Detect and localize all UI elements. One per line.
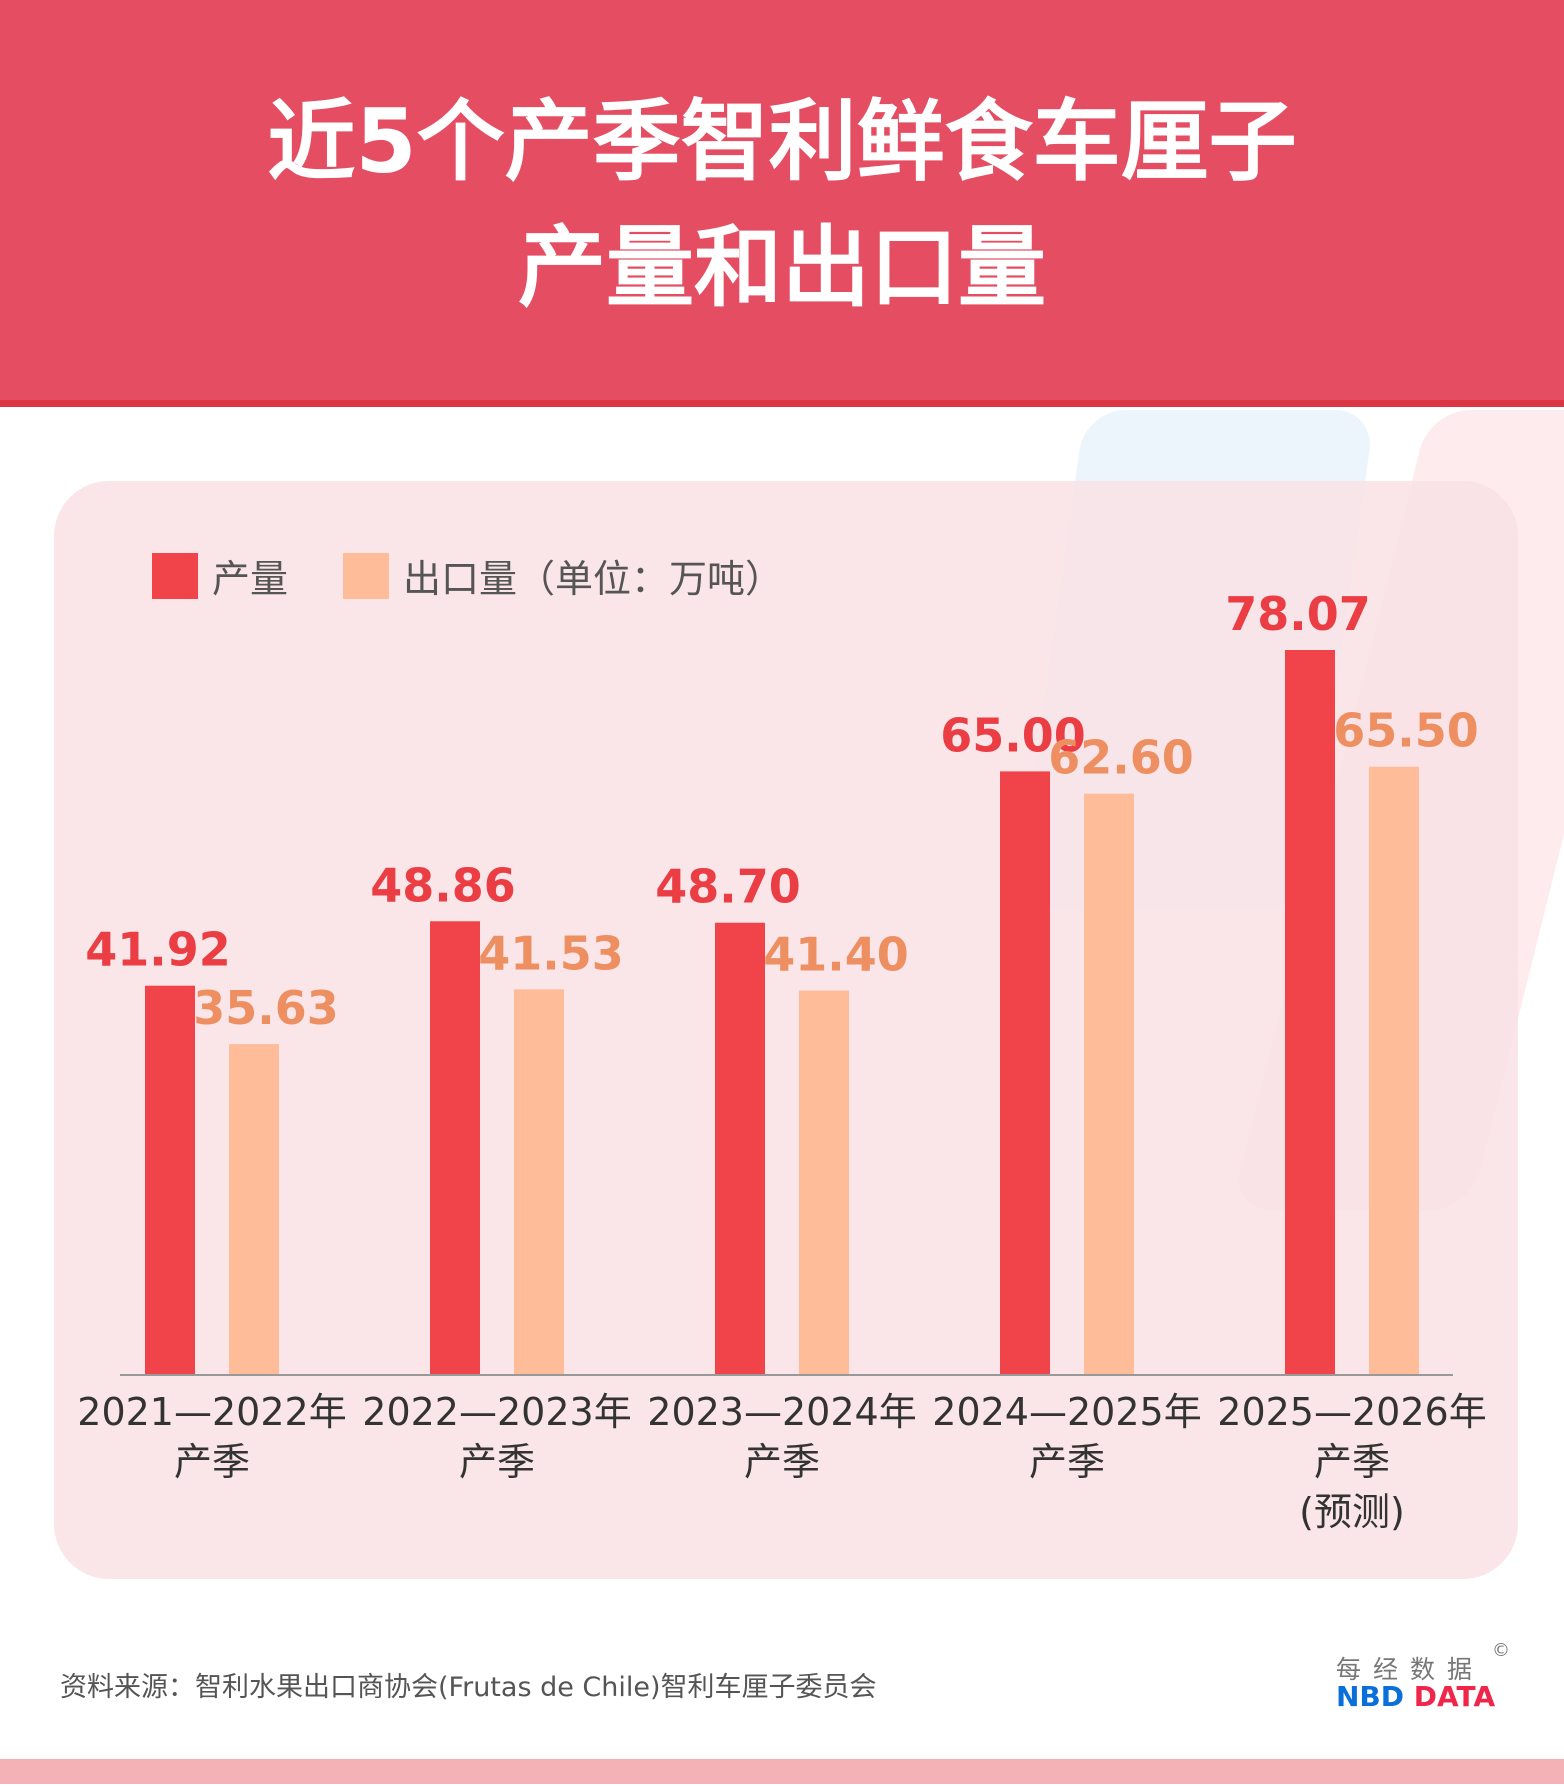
production-value-label: 65.00 (940, 708, 1086, 762)
x-tick-label: 2024—2025年 (932, 1390, 1201, 1434)
logo-copyright: © (1492, 1640, 1510, 1661)
export-bar (1369, 766, 1419, 1375)
legend-swatch-export (343, 552, 389, 599)
export-value-label: 65.50 (1333, 704, 1479, 758)
export-bar (229, 1044, 279, 1375)
logo-cn: 每经数据 (1336, 1655, 1485, 1684)
title-line-1: 近5个产季智利鲜食车厘子 (267, 90, 1297, 193)
chart-panel (54, 481, 1518, 1579)
title-line-2: 产量和出口量 (517, 216, 1046, 319)
x-tick-label: 产季 (1029, 1440, 1105, 1484)
legend-production: 产量 (152, 548, 288, 603)
production-bar (430, 921, 480, 1375)
x-tick-label: 产季 (744, 1440, 820, 1484)
x-tick-label: 产季 (459, 1440, 535, 1484)
x-tick-label: 2025—2026年 (1217, 1390, 1486, 1434)
logo-data: DATA (1413, 1680, 1496, 1713)
export-bar (514, 989, 564, 1375)
x-tick-label: (预测) (1299, 1490, 1405, 1534)
export-value-label: 35.63 (193, 981, 339, 1035)
production-value-label: 48.86 (370, 858, 516, 912)
x-tick-label: 2022—2023年 (362, 1390, 631, 1434)
legend-swatch-production (152, 552, 198, 599)
production-value-label: 48.70 (655, 860, 801, 914)
production-bar (1000, 771, 1050, 1375)
x-tick-label: 2023—2024年 (647, 1390, 916, 1434)
production-value-label: 78.07 (1225, 587, 1371, 641)
bottom-bar (0, 1759, 1564, 1784)
production-bar (715, 922, 765, 1375)
production-bar (1285, 650, 1335, 1375)
x-tick-label: 产季 (1314, 1440, 1390, 1484)
logo-nbd: NBD (1336, 1680, 1405, 1713)
header-banner: 近5个产季智利鲜食车厘子 产量和出口量 (0, 0, 1564, 407)
production-bar (145, 985, 195, 1375)
logo-en: NBD DATA (1336, 1680, 1495, 1713)
legend-label-export: 出口量（单位：万吨） (403, 557, 784, 601)
legend-label-production: 产量 (212, 557, 289, 601)
export-bar (1084, 793, 1134, 1375)
export-bar (799, 990, 849, 1375)
x-tick-label: 2021—2022年 (77, 1390, 346, 1434)
legend-export: 出口量（单位：万吨） (343, 548, 783, 603)
export-value-label: 41.53 (478, 926, 624, 980)
production-value-label: 41.92 (85, 923, 231, 977)
export-value-label: 41.40 (763, 928, 909, 982)
source-note: 资料来源：智利水果出口商协会(Frutas de Chile)智利车厘子委员会 (60, 1672, 877, 1703)
x-tick-label: 产季 (174, 1440, 250, 1484)
export-value-label: 62.60 (1048, 731, 1194, 785)
